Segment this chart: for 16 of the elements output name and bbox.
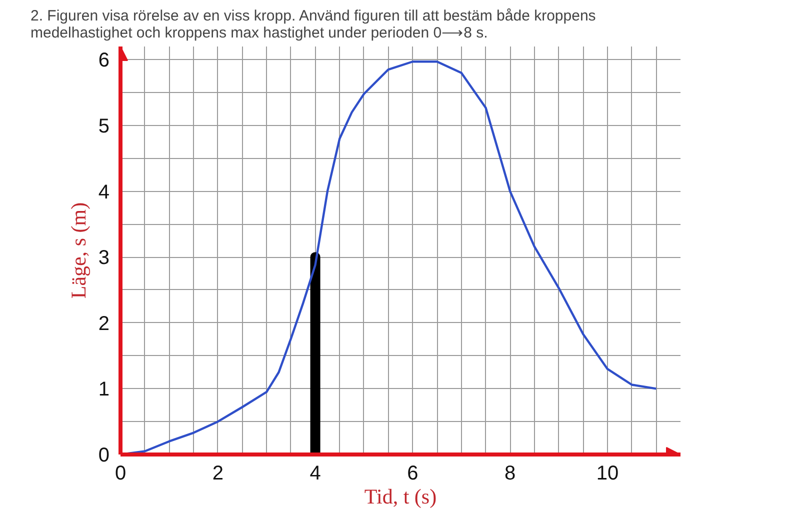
x-tick-label: 0 — [114, 462, 126, 484]
x-axis-title: Tid, t (s) — [364, 484, 437, 508]
chart-title: 2. Figuren visa rörelse av en viss kropp. Använd figuren till att bestäm både kroppens medelhastighet och kroppens max hastighet under perioden 0⟶8 s. — [30, 8, 596, 42]
x-tick-label: 10 — [596, 462, 619, 484]
y-tick-label: 0 — [98, 444, 110, 466]
x-tick-label: 2 — [212, 462, 224, 484]
y-tick-label: 6 — [98, 50, 110, 72]
x-tick-label: 4 — [310, 462, 321, 484]
y-tick-label: 5 — [98, 115, 110, 138]
x-tick-label: 8 — [504, 462, 516, 484]
y-axis-title: Läge, s (m) — [66, 202, 90, 299]
x-tick-label: 6 — [407, 462, 418, 484]
y-tick-label: 4 — [98, 181, 110, 204]
y-tick-label: 1 — [98, 378, 110, 401]
y-tick-label: 2 — [98, 312, 110, 335]
y-tick-label: 3 — [98, 247, 110, 270]
